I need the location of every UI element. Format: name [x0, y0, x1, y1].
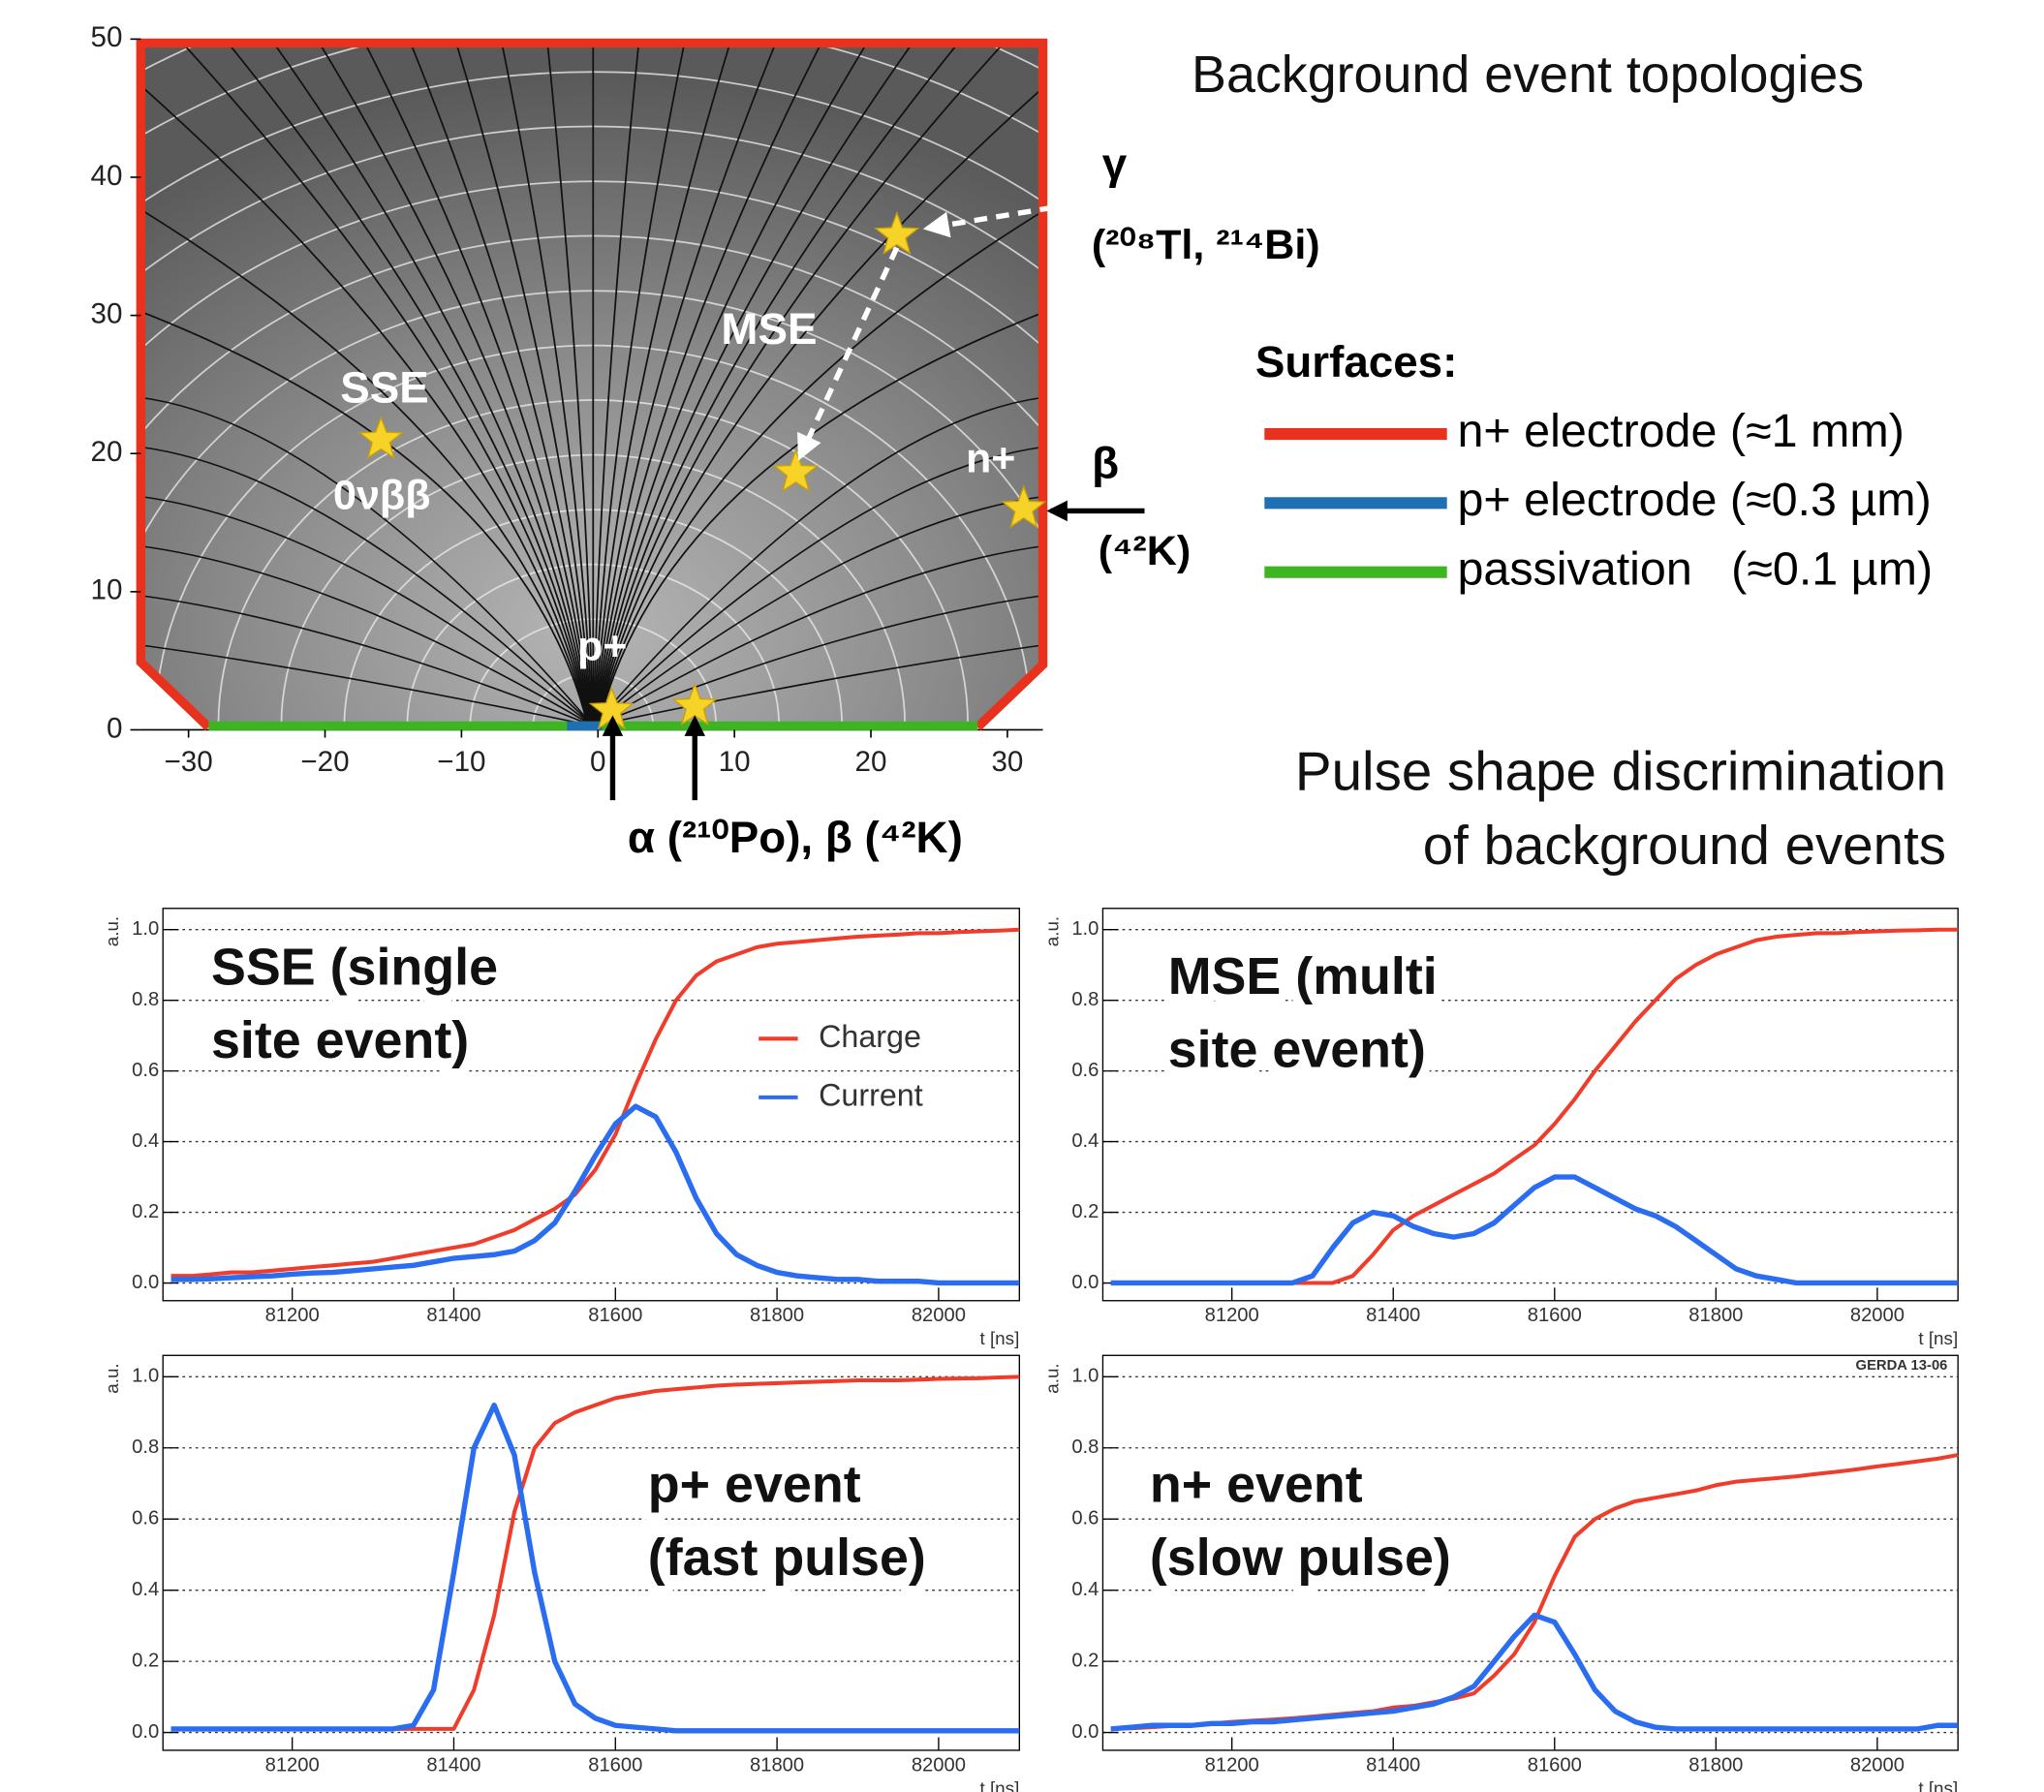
panel-annotation: (slow pulse)	[1150, 1529, 1451, 1587]
y-tick-label: 0.6	[1071, 1060, 1099, 1081]
y-tick-label: 40	[91, 160, 123, 192]
section-title: of background events	[1423, 815, 1946, 876]
x-tick-label: −30	[165, 746, 213, 778]
x-tick-label: 30	[991, 746, 1023, 778]
y-tick-label: 0	[107, 712, 122, 744]
x-axis-label: t [ns]	[1918, 1328, 1958, 1348]
legend-label: n+ electrode (≈1 mm)	[1457, 405, 1904, 457]
section-title: Pulse shape discrimination	[1295, 740, 1946, 801]
y-tick-label: 50	[91, 21, 123, 53]
legend-label: passivation (≈0.1 µm)	[1457, 542, 1933, 595]
panel-annotation: p+ event	[648, 1456, 861, 1514]
x-tick-label: 81800	[1688, 1305, 1743, 1326]
y-tick-label: 0.4	[132, 1579, 159, 1600]
x-axis-label: t [ns]	[979, 1328, 1019, 1348]
y-tick-label: 1.0	[1071, 918, 1099, 940]
x-tick-label: 81400	[1366, 1305, 1420, 1326]
y-tick-label: 30	[91, 297, 123, 329]
y-tick-label: 0.8	[1071, 989, 1099, 1010]
y-axis-label: a.u.	[1041, 916, 1062, 946]
x-tick-label: 81400	[1366, 1754, 1420, 1776]
legend-title: Surfaces:	[1255, 337, 1457, 386]
detector-field	[0, 0, 1786, 729]
x-tick-label: 81400	[426, 1305, 480, 1326]
y-tick-label: 0.4	[132, 1130, 159, 1152]
y-axis-label: a.u.	[1041, 1363, 1062, 1393]
panel-annotation: SSE (single	[211, 939, 498, 997]
annotation: (²⁰⁸Tl, ²¹⁴Bi)	[1092, 222, 1320, 268]
y-tick-label: 1.0	[1071, 1366, 1099, 1387]
x-tick-label: 81600	[1528, 1305, 1582, 1326]
annotation: SSE	[340, 363, 429, 413]
y-tick-label: 0.8	[132, 989, 159, 1010]
section-title: Background event topologies	[1192, 46, 1864, 104]
x-axis-label: t [ns]	[979, 1777, 1019, 1792]
y-tick-label: 0.8	[1071, 1437, 1099, 1458]
annotation: α (²¹⁰Po), β (⁴²K)	[628, 813, 963, 862]
legend-label: Charge	[819, 1019, 921, 1054]
y-tick-label: 0.8	[132, 1437, 159, 1458]
y-tick-label: 0.4	[1071, 1130, 1099, 1152]
y-tick-label: 0.0	[132, 1272, 159, 1293]
y-tick-label: 0.2	[1071, 1201, 1099, 1222]
y-tick-label: 0.0	[1071, 1272, 1099, 1293]
panel-annotation: n+ event	[1150, 1456, 1363, 1514]
y-tick-label: 0.6	[1071, 1508, 1099, 1529]
annotation: n+	[966, 436, 1015, 482]
x-tick-label: 81800	[750, 1305, 804, 1326]
x-tick-label: 81600	[1528, 1754, 1582, 1776]
x-tick-label: 81200	[1205, 1754, 1259, 1776]
y-tick-label: 0.2	[1071, 1650, 1099, 1671]
x-tick-label: 10	[719, 746, 751, 778]
annotation: 0νββ	[333, 472, 430, 518]
y-tick-label: 1.0	[132, 1366, 159, 1387]
x-tick-label: 81200	[265, 1305, 320, 1326]
figure: Background event topologies Pulse shape …	[0, 0, 2044, 1792]
x-tick-label: −20	[300, 746, 349, 778]
y-tick-label: 0.6	[132, 1060, 159, 1081]
panel-annotation: site event)	[211, 1011, 469, 1069]
x-tick-label: 82000	[912, 1754, 966, 1776]
x-tick-label: 81800	[1688, 1754, 1743, 1776]
x-tick-label: 82000	[912, 1305, 966, 1326]
legend-label: Current	[819, 1077, 923, 1112]
x-tick-label: 82000	[1850, 1754, 1905, 1776]
annotation: γ	[1102, 139, 1128, 188]
annotation: MSE	[721, 304, 817, 354]
x-tick-label: 81200	[265, 1754, 320, 1776]
y-tick-label: 0.4	[1071, 1579, 1099, 1600]
x-tick-label: 81600	[588, 1754, 642, 1776]
y-tick-label: 0.6	[132, 1508, 159, 1529]
x-tick-label: 81600	[588, 1305, 642, 1326]
x-tick-label: 82000	[1850, 1305, 1905, 1326]
x-tick-label: 0	[590, 746, 605, 778]
x-tick-label: 81200	[1205, 1305, 1259, 1326]
annotation: β	[1092, 439, 1119, 488]
x-tick-label: 20	[855, 746, 887, 778]
y-tick-label: 0.0	[132, 1721, 159, 1743]
annotation: (⁴²K)	[1099, 528, 1191, 574]
panel-annotation: (fast pulse)	[648, 1529, 926, 1587]
x-tick-label: 81400	[426, 1754, 480, 1776]
x-tick-label: −10	[437, 746, 485, 778]
y-tick-label: 0.2	[132, 1201, 159, 1222]
panel-note: GERDA 13-06	[1856, 1358, 1948, 1374]
y-axis-label: a.u.	[102, 916, 122, 946]
panel-annotation: MSE (multi	[1168, 947, 1438, 1005]
y-tick-label: 1.0	[132, 918, 159, 940]
y-tick-label: 0.0	[1071, 1721, 1099, 1743]
y-tick-label: 10	[91, 574, 123, 606]
y-tick-label: 20	[91, 436, 123, 468]
y-tick-label: 0.2	[132, 1650, 159, 1671]
legend-label: p+ electrode (≈0.3 µm)	[1457, 474, 1931, 526]
annotation: p+	[577, 623, 627, 669]
panel-annotation: site event)	[1168, 1020, 1426, 1078]
x-tick-label: 81800	[750, 1754, 804, 1776]
y-axis-label: a.u.	[102, 1363, 122, 1393]
x-axis-label: t [ns]	[1918, 1777, 1958, 1792]
